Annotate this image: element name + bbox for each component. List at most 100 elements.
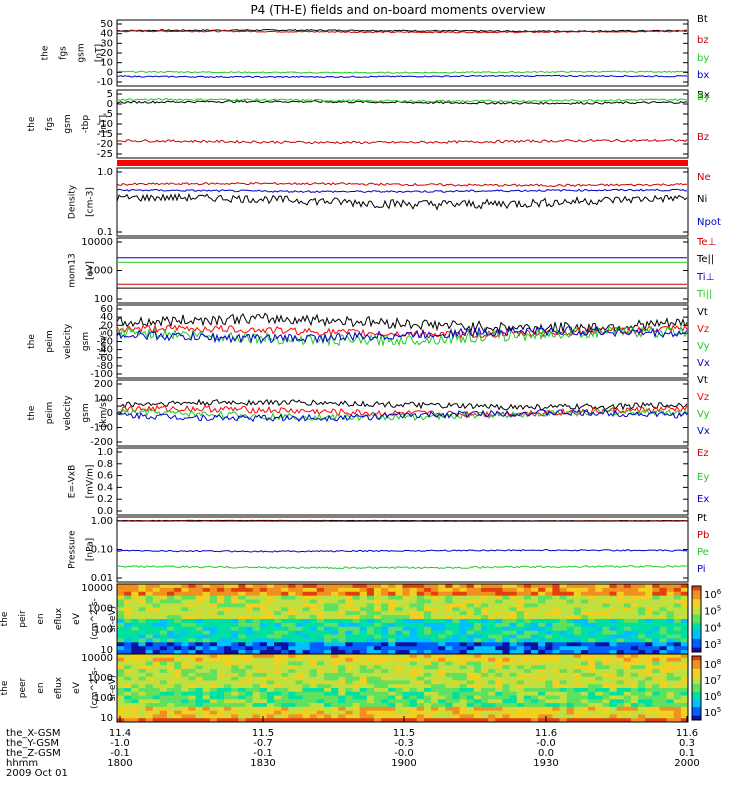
heatmap-cell [231, 619, 239, 624]
heatmap-cell [516, 714, 525, 719]
heatmap-cell [595, 657, 603, 663]
heatmap-cell [295, 661, 304, 666]
heatmap-cell [616, 615, 625, 620]
colorbar-frame [691, 655, 702, 721]
heatmap-cell [616, 646, 625, 651]
heatmap-cell [409, 680, 418, 685]
heatmap-cell [431, 672, 439, 678]
heatmap-cell [580, 595, 589, 601]
heatmap-cell [345, 676, 354, 681]
heatmap-cell [452, 669, 461, 674]
heatmap-cell [495, 714, 503, 719]
heatmap-cell [481, 587, 489, 593]
heatmap-cell [523, 619, 532, 624]
heatmap-cell [473, 630, 482, 636]
heatmap-cell [373, 622, 382, 628]
heatmap-cell [423, 665, 432, 670]
heatmap-cell [124, 699, 132, 704]
heatmap-cell [395, 703, 403, 708]
heatmap-cell [124, 669, 132, 674]
panel-frame [116, 447, 689, 516]
heatmap-cell [452, 626, 461, 632]
heatmap-cell [573, 626, 582, 632]
heatmap-cell [138, 654, 147, 659]
heatmap-cell [188, 634, 197, 639]
heatmap-cell [402, 638, 411, 643]
heatmap-cell [395, 654, 403, 659]
heatmap-cell [580, 650, 589, 655]
heatmap-cell [195, 703, 204, 708]
heatmap-cell [630, 638, 639, 643]
heatmap-cell [224, 654, 232, 659]
heatmap-cell [638, 611, 646, 616]
heatmap-cell [538, 619, 546, 624]
y-axis-label: the peim velocity gsm [km/s] [27, 395, 109, 431]
heatmap-cell [295, 622, 304, 628]
heatmap-cell [145, 634, 154, 639]
heatmap-cell [402, 718, 411, 723]
heatmap-cell [566, 587, 575, 593]
heatmap-cell [381, 634, 389, 639]
heatmap-cell [488, 599, 496, 604]
heatmap-cell [117, 669, 125, 674]
heatmap-cell [209, 718, 218, 723]
heatmap-cell [416, 642, 425, 647]
heatmap-cell [402, 665, 411, 670]
heatmap-cell [559, 595, 568, 601]
heatmap-cell [680, 650, 689, 655]
heatmap-cell [680, 695, 689, 700]
y-tick-label: 0.6 [97, 471, 113, 482]
heatmap-cell [588, 646, 596, 651]
legend-Bz: Bz [697, 132, 709, 143]
heatmap-cell [573, 703, 582, 708]
heatmap-cell [388, 657, 396, 663]
heatmap-cell [281, 611, 289, 616]
heatmap-cell [388, 615, 396, 620]
heatmap-cell [309, 591, 318, 597]
heatmap-cell [274, 657, 282, 663]
heatmap-cell [566, 615, 575, 620]
heatmap-cell [295, 611, 304, 616]
heatmap-cell [673, 714, 682, 719]
heatmap-cell [395, 638, 403, 643]
heatmap-cell [559, 672, 568, 678]
heatmap-cell [459, 615, 468, 620]
heatmap-cell [666, 591, 675, 597]
heatmap-cell [274, 710, 282, 715]
colorbar-step [692, 700, 701, 704]
heatmap-cell [395, 630, 403, 636]
heatmap-cell [495, 650, 503, 655]
heatmap-cell [138, 718, 147, 723]
heatmap-cell [174, 672, 182, 678]
heatmap-cell [416, 676, 425, 681]
heatmap-cell [152, 699, 161, 704]
heatmap-cell [323, 611, 332, 616]
heatmap-cell [202, 695, 211, 700]
heatmap-cell [209, 688, 218, 693]
heatmap-cell [238, 699, 246, 704]
heatmap-cell [438, 676, 446, 681]
heatmap-cell [216, 703, 225, 708]
heatmap-cell [209, 680, 218, 685]
heatmap-cell [238, 638, 246, 643]
heatmap-cell [438, 603, 446, 608]
heatmap-cell [552, 599, 561, 604]
heatmap-cell [288, 587, 296, 593]
heatmap-cell [445, 688, 453, 693]
heatmap-cell [366, 680, 375, 685]
heatmap-cell [202, 607, 211, 612]
heatmap-cell [638, 595, 646, 601]
y-tick-label: 1.0 [97, 447, 113, 458]
heatmap-cell [274, 672, 282, 678]
heatmap-cell [138, 710, 147, 715]
legend-Ne: Ne [697, 172, 711, 183]
heatmap-cell [638, 684, 646, 689]
colorbar-step [692, 692, 701, 695]
heatmap-cell [423, 699, 432, 704]
legend-Vx: Vx [697, 358, 710, 369]
heatmap-cell [638, 695, 646, 700]
heatmap-cell [402, 703, 411, 708]
heatmap-cell [352, 688, 361, 693]
heatmap-cell [495, 684, 503, 689]
heatmap-cell [174, 665, 182, 670]
